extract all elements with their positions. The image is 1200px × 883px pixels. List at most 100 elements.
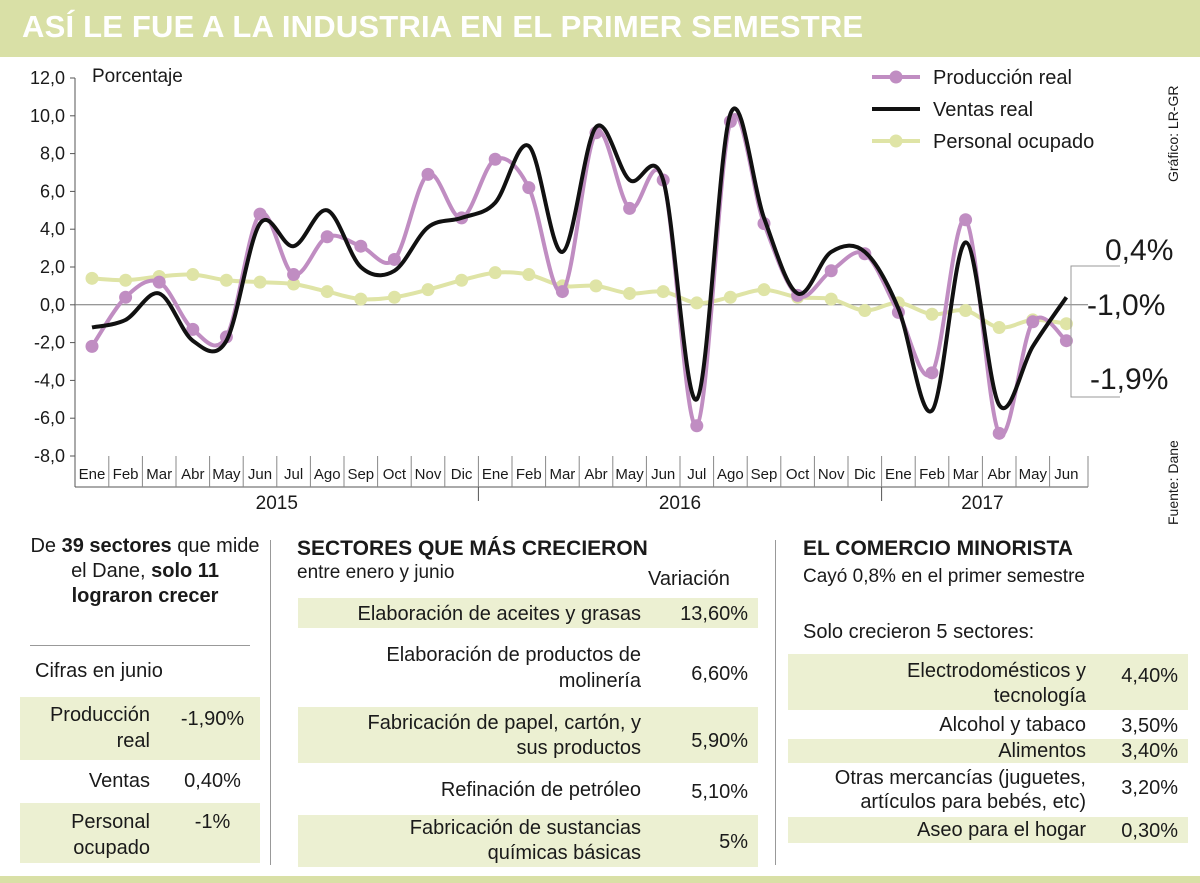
legend-label: Personal ocupado — [933, 131, 1094, 153]
x-tick-label: Abr — [181, 466, 204, 483]
sector-value: 13,60% — [680, 603, 748, 625]
y-tick-label: 6,0 — [40, 181, 65, 201]
retail-row: Alimentos 3,40% — [788, 739, 1188, 763]
end-value-label: -1,9% — [1090, 363, 1168, 396]
title-bar: ASÍ LE FUE A LA INDUSTRIA EN EL PRIMER S… — [0, 0, 1200, 57]
data-point — [287, 268, 301, 282]
data-point — [354, 239, 368, 253]
sector-value: 5% — [719, 831, 748, 853]
sector-row: Fabricación de sustancias químicas básic… — [298, 815, 758, 867]
retail-label: artículos para bebés, etc) — [860, 791, 1086, 813]
data-point — [354, 292, 368, 306]
sector-label: Elaboración de aceites y grasas — [357, 603, 642, 625]
year-label: 2016 — [659, 493, 701, 514]
june-value: -1% — [194, 811, 231, 833]
data-point — [623, 286, 637, 300]
sector-value: 6,60% — [691, 663, 748, 685]
x-tick-label: Ago — [314, 466, 341, 483]
x-tick-label: Sep — [751, 466, 778, 483]
column-divider — [270, 540, 271, 865]
end-label-bracket — [1070, 265, 1120, 398]
y-tick-label: 2,0 — [40, 257, 65, 277]
sector-row: Fabricación de papel, cartón, y sus prod… — [298, 707, 758, 763]
year-label: 2017 — [961, 493, 1003, 514]
june-label: Ventas — [88, 770, 150, 792]
data-point — [959, 303, 973, 317]
retail-row: Otras mercancías (juguetes, artículos pa… — [788, 764, 1188, 816]
data-point — [421, 283, 435, 297]
data-point — [387, 252, 401, 266]
data-point — [421, 167, 435, 181]
legend-marker — [889, 70, 903, 84]
june-label: real — [116, 730, 150, 752]
y-tick-label: 10,0 — [30, 106, 65, 126]
retail-label: Alcohol y tabaco — [939, 714, 1086, 736]
sector-value: 5,90% — [691, 730, 748, 752]
x-tick-label: Feb — [516, 466, 542, 483]
retail-label: tecnología — [993, 685, 1086, 707]
y-tick-label: 12,0 — [30, 68, 65, 88]
sector-label: Elaboración de productos de — [386, 644, 641, 666]
june-row: Ventas 0,40% — [20, 762, 260, 800]
retail-value: 3,40% — [1121, 740, 1178, 762]
data-point — [824, 264, 838, 278]
data-point — [320, 230, 334, 244]
graphic-credit: Gráfico: LR-GR — [1165, 85, 1181, 182]
data-point — [690, 419, 704, 433]
retail-label: Otras mercancías (juguetes, — [834, 767, 1086, 789]
x-tick-label: Jun — [1054, 466, 1078, 483]
y-tick-label: 8,0 — [40, 144, 65, 164]
data-point — [555, 285, 569, 299]
data-point — [1026, 315, 1040, 329]
data-point — [1059, 317, 1073, 331]
x-tick-label: Oct — [786, 466, 810, 483]
legend-label: Ventas real — [933, 99, 1033, 121]
x-tick-label: Feb — [113, 466, 139, 483]
retail-row: Aseo para el hogar 0,30% — [788, 817, 1188, 843]
june-row: Personal ocupado -1% — [20, 803, 260, 863]
x-tick-label: Ene — [79, 466, 106, 483]
y-tick-label: -8,0 — [34, 446, 65, 466]
retail-subtitle-2: Solo crecieron 5 sectores: — [803, 621, 1035, 643]
data-point — [152, 275, 166, 289]
x-tick-label: Sep — [347, 466, 374, 483]
data-point — [656, 285, 670, 299]
june-row: Producción real -1,90% — [20, 697, 260, 760]
retail-value: 3,50% — [1121, 715, 1178, 737]
data-point — [992, 426, 1006, 440]
retail-subtitle: Cayó 0,8% en el primer semestre — [803, 566, 1085, 587]
data-point — [522, 268, 536, 282]
data-point — [992, 320, 1006, 334]
source-credit: Fuente: Dane — [1165, 440, 1181, 525]
x-tick-label: May — [212, 466, 241, 483]
x-tick-label: Mar — [549, 466, 575, 483]
x-tick-label: Nov — [818, 466, 845, 483]
x-tick-label: Dic — [451, 466, 473, 483]
variation-header: Variación — [648, 568, 730, 590]
y-tick-label: 4,0 — [40, 219, 65, 239]
x-tick-label: Ago — [717, 466, 744, 483]
x-tick-label: Ene — [482, 466, 509, 483]
y-tick-label: 0,0 — [40, 295, 65, 315]
june-label: Producción — [49, 704, 150, 726]
sector-label: sus productos — [516, 737, 641, 759]
retail-label: Aseo para el hogar — [916, 819, 1086, 841]
x-tick-label: Jun — [651, 466, 675, 483]
sector-label: molinería — [558, 670, 641, 692]
june-label: Personal — [71, 811, 150, 833]
retail-row: Electrodomésticos y tecnología 4,40% — [788, 654, 1188, 710]
retail-row: Alcohol y tabaco 3,50% — [788, 712, 1188, 738]
data-point — [287, 277, 301, 291]
y-tick-label: -2,0 — [34, 333, 65, 353]
sectors-title: SECTORES QUE MÁS CRECIERON — [297, 537, 648, 560]
divider — [30, 645, 250, 646]
bottom-bar — [0, 876, 1200, 883]
data-point — [925, 366, 939, 380]
x-tick-label: Jul — [687, 466, 706, 483]
retail-label: Electrodomésticos y — [907, 660, 1086, 682]
x-tick-label: Oct — [383, 466, 407, 483]
sector-label: químicas básicas — [487, 842, 641, 864]
column-divider — [775, 540, 776, 865]
data-point — [85, 339, 99, 353]
x-tick-label: Dic — [854, 466, 876, 483]
